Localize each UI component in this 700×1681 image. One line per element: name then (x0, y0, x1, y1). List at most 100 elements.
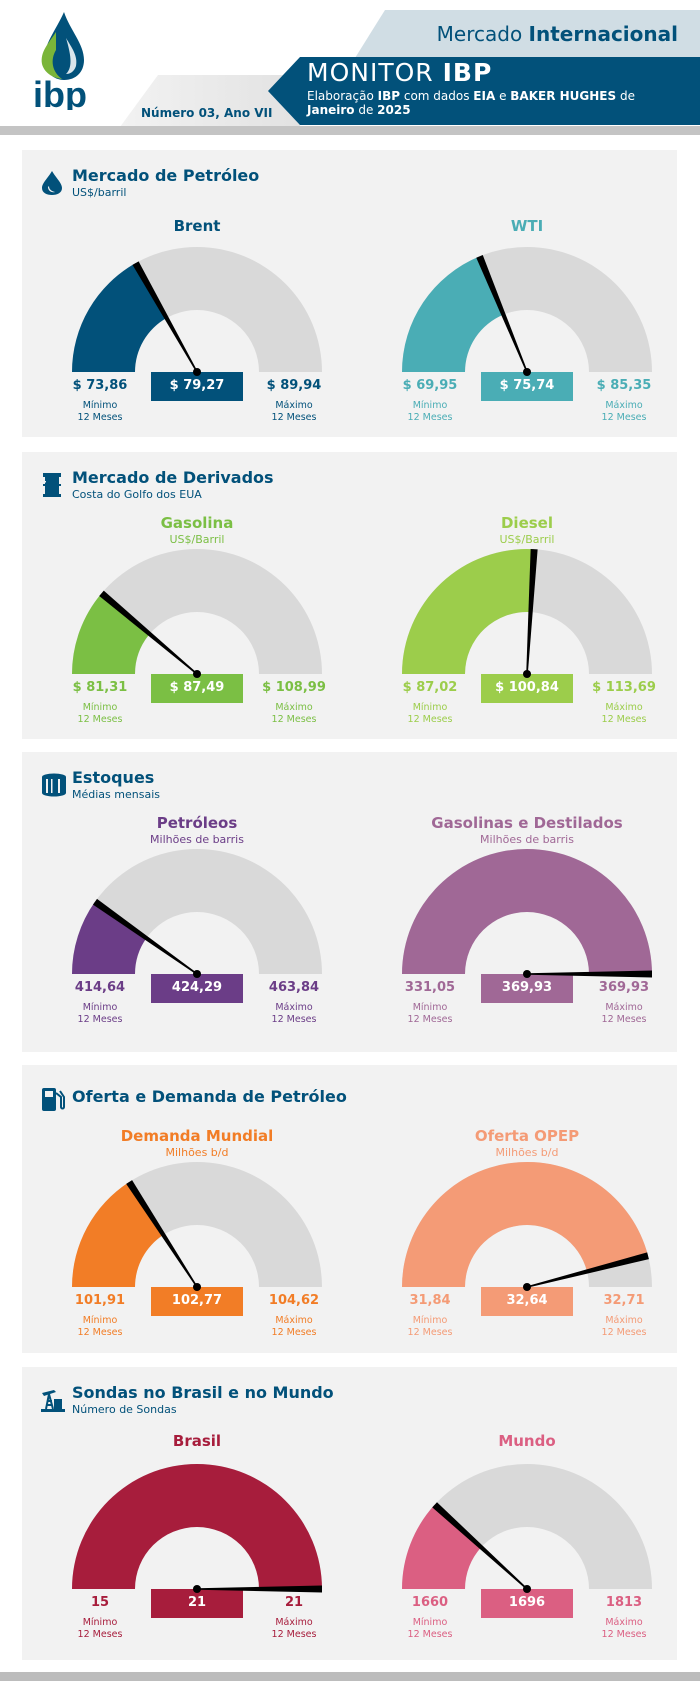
gauge-chart (402, 549, 652, 674)
period-caption: 12 Meses (77, 1327, 123, 1338)
storage-tank-icon (40, 772, 66, 798)
gauge-needle (92, 898, 198, 975)
gauge: Mundo 1696 1660 Mínimo 12 Meses 1813 Máximo 12 … (367, 1367, 687, 1657)
gauge-needle (197, 1585, 322, 1593)
min-caption: Mínimo (412, 1315, 448, 1326)
gauge-max-label: Máximo 12 Meses (579, 1315, 669, 1339)
gauge-needle-layer (523, 970, 652, 978)
gauge-value: $ 75,74 (481, 372, 573, 401)
gauge-min-label: Mínimo 12 Meses (55, 1617, 145, 1641)
report-header: ibp Mercado Internacional MONITOR IBP El… (0, 0, 700, 140)
max-caption: Máximo (605, 400, 643, 411)
max-caption: Máximo (275, 400, 313, 411)
barrel-icon (40, 472, 64, 498)
subtitle-bold: IBP (377, 89, 401, 103)
gauge-unit: US$/Barril (169, 533, 225, 546)
max-caption: Máximo (275, 1002, 313, 1013)
gauge-hub (193, 368, 201, 376)
gauge-value: 21 (151, 1589, 243, 1618)
period-caption: 12 Meses (271, 714, 317, 725)
gauge-max-value: 369,93 (598, 980, 650, 995)
gauge-value: 1696 (481, 1589, 573, 1618)
gauge-chart (402, 1464, 652, 1589)
oil-drop-icon (40, 170, 64, 196)
gauge-needle-layer (523, 549, 538, 678)
period-caption: 12 Meses (601, 1014, 647, 1025)
gauge-chart (72, 247, 322, 372)
section-subtitle: Médias mensais (72, 788, 160, 801)
gauge: Oferta OPEP Milhões b/d 32,64 31,84 Mínimo 12… (367, 1065, 687, 1355)
section-card: Sondas no Brasil e no Mundo Número de Son… (22, 1367, 677, 1660)
gauge-fill (402, 549, 535, 674)
gauge-chart (402, 848, 652, 974)
gauge-needle (126, 1180, 198, 1288)
issue-number: Número 03, Ano VII (141, 106, 273, 120)
gauge-needle-layer (193, 1585, 322, 1593)
period-caption: 12 Meses (407, 1629, 453, 1640)
gauge: Gasolina US$/Barril $ 87,49 $ 81,31 Mínimo 12… (37, 452, 357, 742)
gauge-needle-layer (476, 255, 531, 376)
gauge-needle-layer (523, 1252, 649, 1291)
market-bold: Internacional (528, 22, 678, 46)
gauge-chart (72, 849, 322, 974)
min-caption: Mínimo (82, 1617, 118, 1628)
gauge-fill (72, 1463, 322, 1589)
gauge-hub (193, 670, 201, 678)
gauge-fill (72, 263, 167, 372)
gauge-unit: Milhões de barris (480, 833, 574, 846)
period-caption: 12 Meses (407, 714, 453, 725)
gauge-unit: Milhões de barris (150, 833, 244, 846)
gauge-min-value: $ 81,31 (72, 680, 128, 695)
gauge-fill (402, 848, 652, 974)
gauge-value: 424,29 (151, 974, 243, 1003)
gauge-max-label: Máximo 12 Meses (249, 1002, 339, 1026)
gauge-hub (523, 368, 531, 376)
gauge-max-value: $ 108,99 (262, 680, 326, 695)
logo-text: ibp (33, 74, 87, 110)
section-subtitle: Número de Sondas (72, 1403, 177, 1416)
min-caption: Mínimo (82, 1002, 118, 1013)
min-caption: Mínimo (82, 702, 118, 713)
section-title: Estoques (72, 768, 155, 787)
gauge-value: $ 87,49 (151, 674, 243, 703)
gauge-title: Gasolinas e Destilados (431, 814, 623, 832)
gauge-chart (402, 1161, 652, 1287)
subtitle-text: de (354, 103, 378, 117)
min-caption: Mínimo (412, 400, 448, 411)
period-caption: 12 Meses (601, 412, 647, 423)
gauge-min-value: 1660 (411, 1595, 449, 1610)
gauge-needle-layer (132, 261, 201, 376)
ibp-logo-icon: ibp (33, 12, 87, 110)
gauge-max-label: Máximo 12 Meses (579, 702, 669, 726)
gauge-max-label: Máximo 12 Meses (579, 400, 669, 424)
gauge-needle (99, 590, 198, 675)
period-caption: 12 Meses (271, 1014, 317, 1025)
gauge-title: Diesel (500, 514, 553, 532)
gauge: Gasolinas e Destilados Milhões de barris 3… (367, 752, 687, 1042)
subtitle-bold: Janeiro (307, 103, 355, 117)
period-caption: 12 Meses (407, 1327, 453, 1338)
period-caption: 12 Meses (601, 714, 647, 725)
gauge-min-label: Mínimo 12 Meses (55, 400, 145, 424)
max-caption: Máximo (275, 1315, 313, 1326)
max-caption: Máximo (605, 702, 643, 713)
period-caption: 12 Meses (77, 1014, 123, 1025)
gauge-title: Mundo (498, 1432, 556, 1450)
monitor-prefix: MONITOR (307, 58, 434, 87)
gauge-min-label: Mínimo 12 Meses (385, 1002, 475, 1026)
subtitle-text: com dados (400, 89, 474, 103)
max-caption: Máximo (605, 1617, 643, 1628)
subtitle-bold: EIA (473, 89, 496, 103)
gauge-hub (523, 970, 531, 978)
min-caption: Mínimo (82, 1315, 118, 1326)
max-caption: Máximo (605, 1315, 643, 1326)
gauge-min-label: Mínimo 12 Meses (385, 702, 475, 726)
min-caption: Mínimo (412, 1002, 448, 1013)
period-caption: 12 Meses (77, 714, 123, 725)
gauge-max-value: $ 113,69 (592, 680, 656, 695)
gauge-min-value: 31,84 (409, 1293, 451, 1308)
gauge-min-label: Mínimo 12 Meses (385, 1315, 475, 1339)
gauge-max-value: 21 (284, 1595, 304, 1610)
gauge-min-value: $ 73,86 (72, 378, 128, 393)
gauge-needle-layer (432, 1502, 531, 1593)
